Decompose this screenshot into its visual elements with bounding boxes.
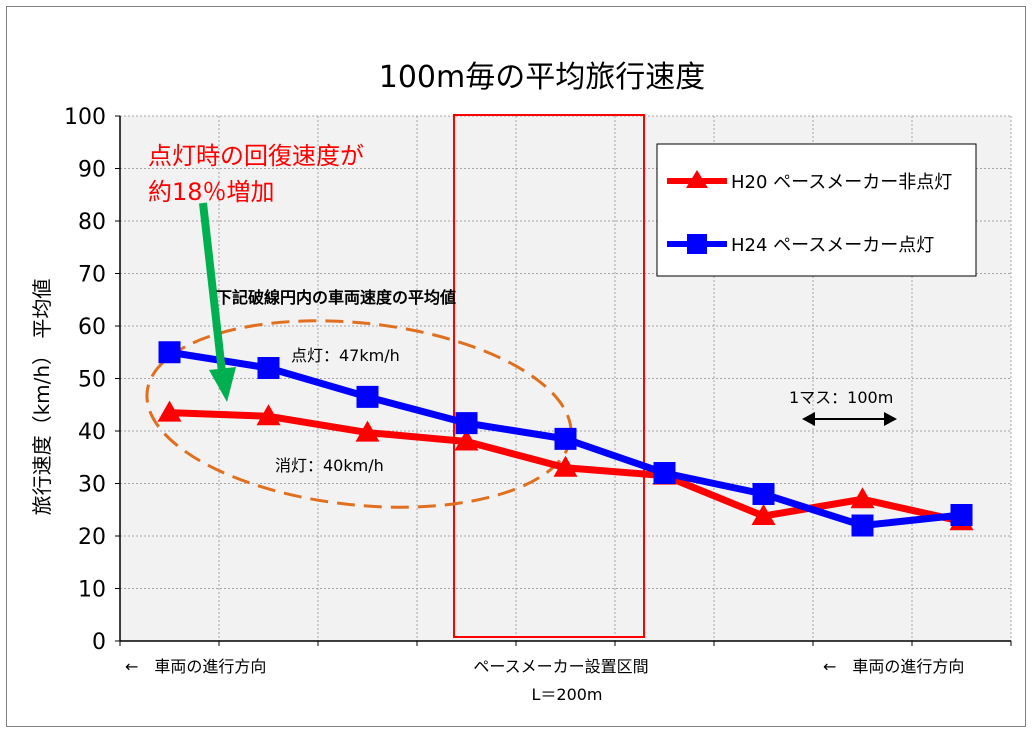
y-tick-label: 90: [78, 158, 106, 183]
recovery-arrow: [199, 202, 236, 402]
y-tick-label: 50: [78, 368, 106, 393]
y-tick-label: 40: [78, 420, 106, 445]
recovery-annotation-line2: 約18％増加: [148, 178, 275, 206]
legend-box: [656, 143, 977, 277]
series-layer: [157, 341, 974, 537]
h20-point: [850, 487, 875, 509]
section-label: ペースメーカー設置区間: [473, 657, 648, 676]
y-tick-label: 100: [64, 105, 106, 130]
h24-point: [455, 412, 478, 435]
h24-point: [653, 462, 676, 484]
h24-point: [158, 341, 181, 364]
h24-point: [851, 514, 874, 537]
grid-unit-arrow: [802, 412, 897, 426]
h24-point: [752, 483, 775, 505]
y-tick-labels: 0 10 20 30 40 50 60 70 80 90 100: [64, 105, 120, 655]
y-tick-label: 10: [78, 578, 106, 603]
chart-frame: 100m毎の平均旅行速度 0 10 20 30 40 50 60 70 80 90 100 旅行速度…: [6, 6, 1026, 727]
h24-point: [257, 357, 280, 379]
y-tick-label: 20: [78, 525, 106, 550]
h24-point: [554, 427, 577, 450]
y-tick-label: 70: [78, 263, 106, 288]
h20-point: [751, 504, 776, 526]
legend-h24-label: H24 ペースメーカー点灯: [731, 235, 934, 256]
h20-point: [256, 404, 281, 426]
chart-svg: 100m毎の平均旅行速度 0 10 20 30 40 50 60 70 80 90 100 旅行速度…: [30, 60, 1012, 704]
y-tick-label: 60: [78, 315, 106, 340]
h20-point: [355, 420, 380, 442]
legend-h20-label: H20 ペースメーカー非点灯: [731, 172, 952, 193]
ellipse-caption: 下記破線円内の車両速度の平均値: [216, 288, 456, 307]
y-axis-label: 旅行速度（km/h） 平均値: [30, 279, 54, 516]
direction-label-right: ← 車両の進行方向: [823, 657, 964, 676]
unlit-average-label: 消灯：40km/h: [275, 456, 384, 475]
y-tick-label: 30: [78, 473, 106, 498]
direction-label-left: ← 車両の進行方向: [125, 657, 266, 676]
h24-point: [356, 385, 379, 408]
h20-point: [454, 429, 479, 451]
lit-average-label: 点灯：47km/h: [291, 346, 400, 365]
legend-h20-triangle: [686, 170, 708, 188]
section-length-label: L＝200m: [531, 685, 602, 704]
h20-point: [553, 455, 578, 477]
chart-title: 100m毎の平均旅行速度: [379, 60, 705, 95]
legend-h24-square: [687, 234, 707, 254]
y-tick-label: 80: [78, 210, 106, 235]
y-tick-label: 0: [92, 630, 106, 655]
h20-point: [157, 400, 182, 422]
h24-point: [950, 504, 973, 526]
grid-unit-label: 1マス：100m: [789, 388, 893, 407]
pacemaker-section-box: [453, 114, 645, 638]
legend: H20 ペースメーカー非点灯 H24 ペースメーカー点灯: [656, 143, 977, 277]
recovery-annotation-line1: 点灯時の回復速度が: [148, 142, 364, 170]
